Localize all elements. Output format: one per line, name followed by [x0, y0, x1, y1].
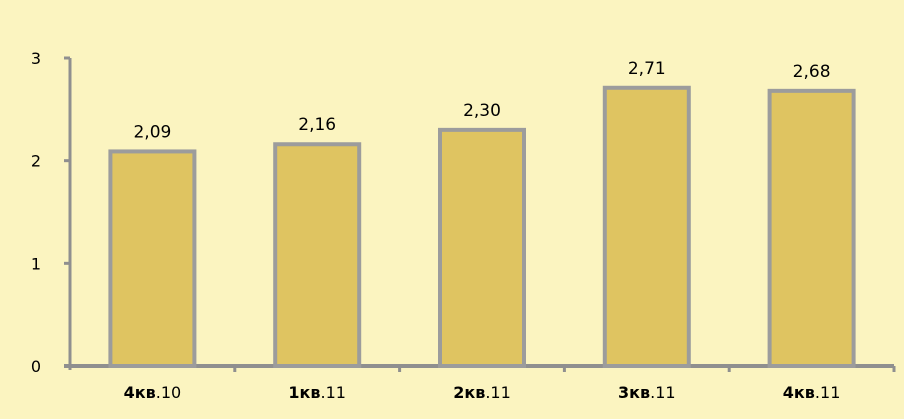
- plot-area: 01232,094кв.102,161кв.112,302кв.112,713к…: [31, 49, 896, 402]
- category-label-bold: 3кв: [618, 383, 650, 402]
- data-label: 2,30: [463, 101, 501, 121]
- category-label: 4кв.11: [783, 383, 841, 402]
- category-label: 4кв.10: [124, 383, 182, 402]
- bar: [767, 88, 856, 368]
- category-label-year: .10: [156, 383, 181, 402]
- bar: [273, 142, 362, 368]
- data-label: 2,09: [133, 122, 171, 142]
- category-label-bold: 4кв: [124, 383, 156, 402]
- category-label-bold: 2кв: [453, 383, 485, 402]
- category-label-bold: 4кв: [783, 383, 815, 402]
- category-label-year: .11: [650, 383, 675, 402]
- category-label-year: .11: [815, 383, 840, 402]
- category-label-year: .11: [485, 383, 510, 402]
- y-tick-label: 2: [31, 152, 41, 171]
- category-label: 1кв.11: [288, 383, 346, 402]
- y-tick-label: 3: [31, 49, 41, 68]
- data-label: 2,68: [793, 62, 831, 82]
- bar: [438, 127, 526, 368]
- category-label: 3кв.11: [618, 383, 676, 402]
- data-label: 2,16: [298, 115, 336, 135]
- bar: [108, 149, 197, 368]
- bar: [602, 85, 691, 368]
- category-label-bold: 1кв: [288, 383, 320, 402]
- y-tick-label: 0: [31, 357, 41, 376]
- category-label: 2кв.11: [453, 383, 511, 402]
- y-tick-label: 1: [31, 254, 41, 273]
- category-label-year: .11: [321, 383, 346, 402]
- data-label: 2,71: [628, 59, 666, 79]
